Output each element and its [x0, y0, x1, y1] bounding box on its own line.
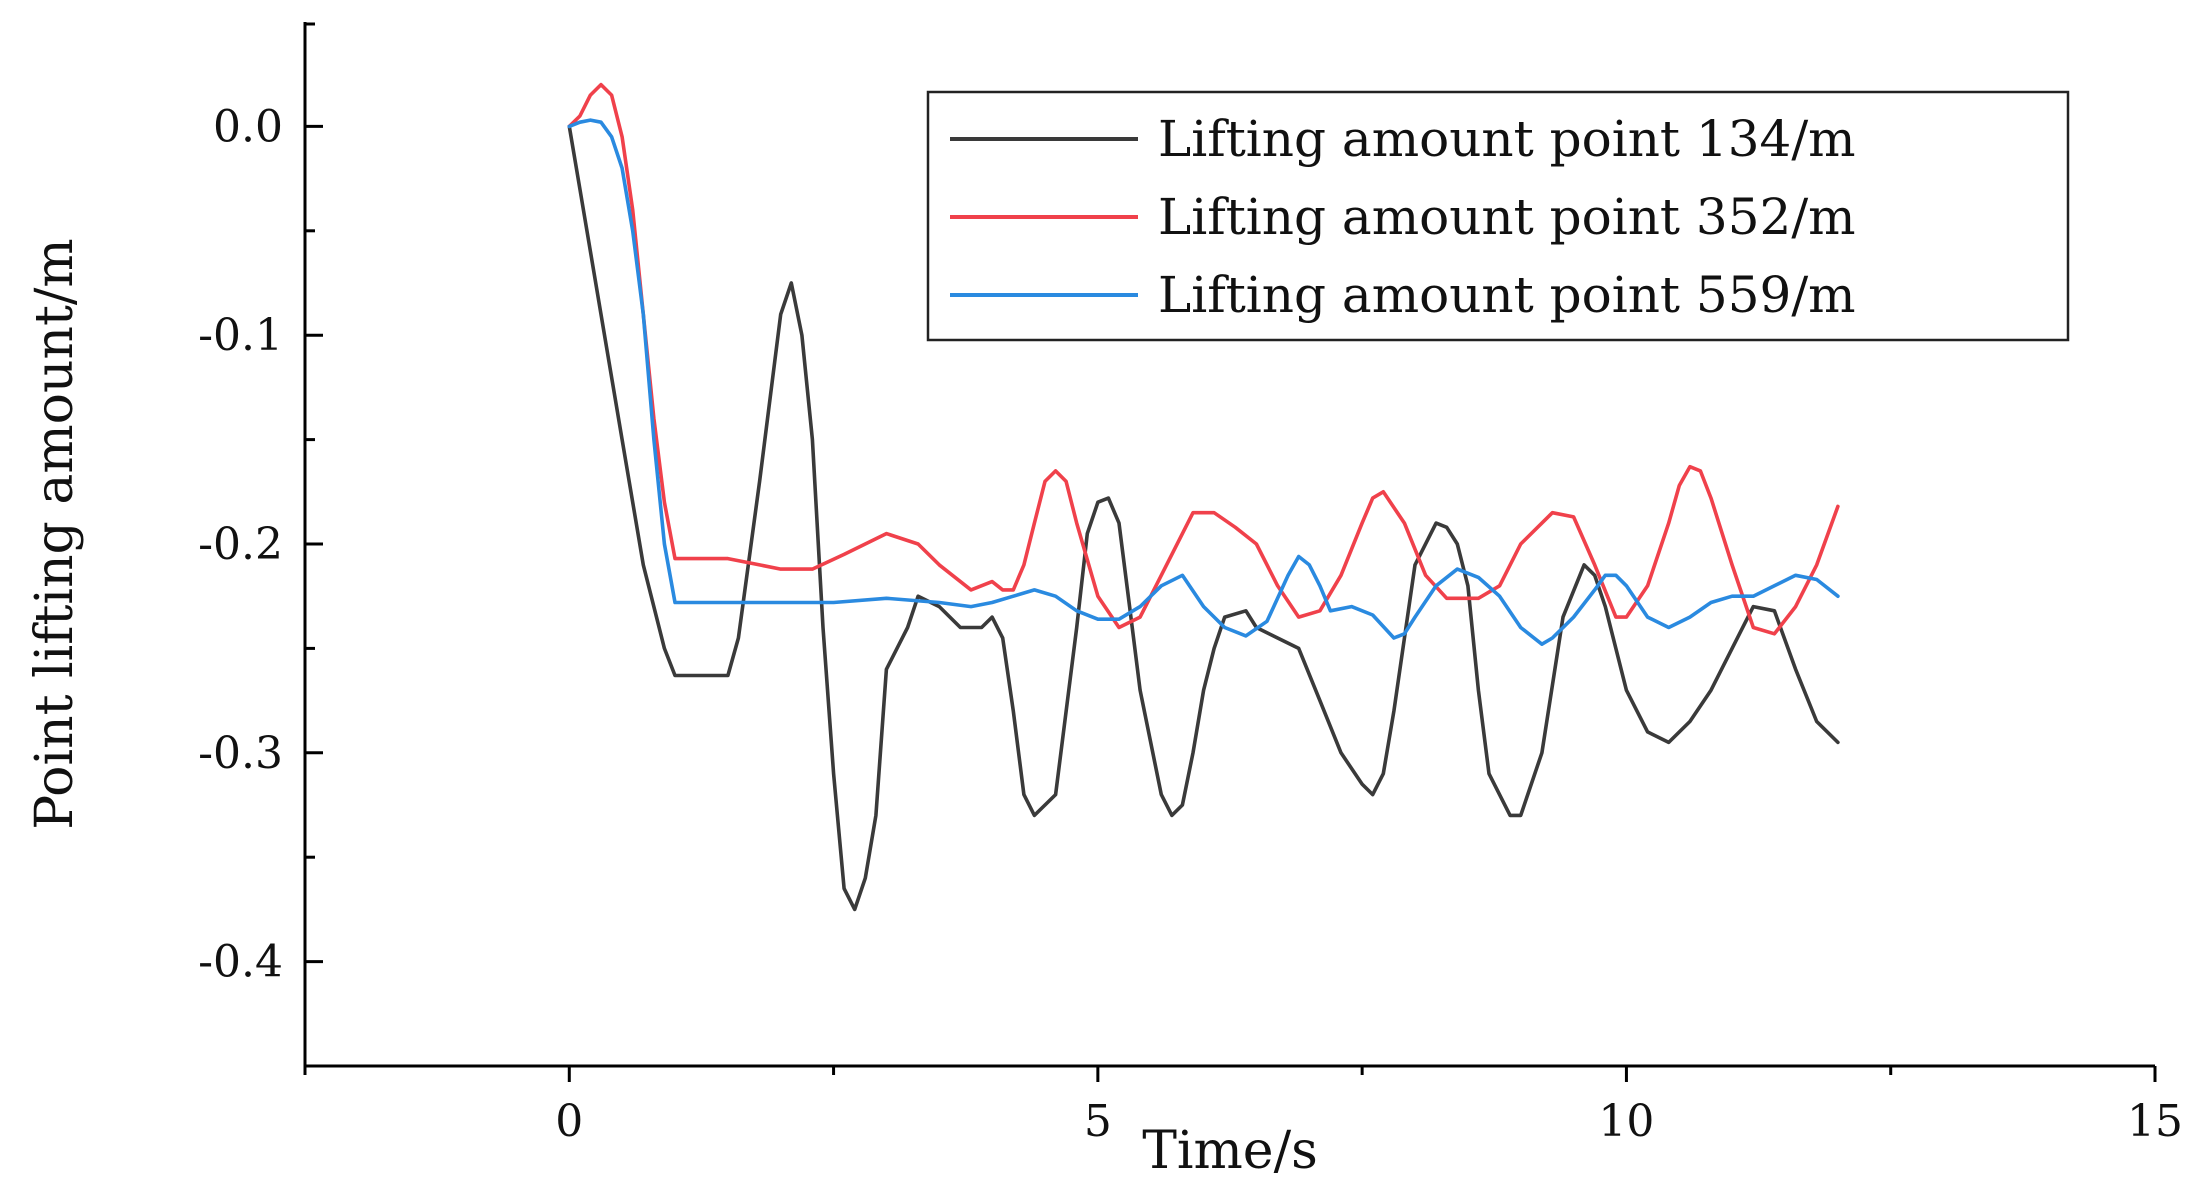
y-tick-label: -0.2 — [198, 519, 283, 570]
series-lines — [567, 82, 1840, 912]
legend-items: Lifting amount point 134/m Lifting amount… — [950, 110, 1856, 324]
x-tick-label: 15 — [2127, 1096, 2183, 1147]
y-tick-label: -0.3 — [198, 728, 283, 779]
y-axis-title: Point lifting amount/m — [25, 238, 85, 829]
legend: Lifting amount point 134/m Lifting amount… — [926, 90, 2070, 342]
x-tick-label: 0 — [555, 1096, 583, 1147]
y-axis-ticks: 0.0 -0.1 -0.2 -0.3 -0.4 — [198, 22, 323, 988]
x-axis-ticks: 0 5 10 15 — [303, 1066, 2183, 1147]
series-line-3 — [567, 118, 1840, 647]
series-line-2 — [567, 82, 1840, 636]
y-tick-label: -0.1 — [198, 310, 283, 361]
legend-label: Lifting amount point 559/m — [1158, 266, 1856, 324]
y-tick-label: 0.0 — [213, 101, 283, 152]
x-tick-label: 5 — [1084, 1096, 1112, 1147]
y-tick-label: -0.4 — [198, 937, 283, 988]
x-tick-label: 10 — [1598, 1096, 1654, 1147]
legend-label: Lifting amount point 352/m — [1158, 188, 1856, 246]
legend-label: Lifting amount point 134/m — [1158, 110, 1856, 168]
x-axis-title: Time/s — [1142, 1121, 1318, 1181]
series-line-1 — [567, 124, 1840, 912]
